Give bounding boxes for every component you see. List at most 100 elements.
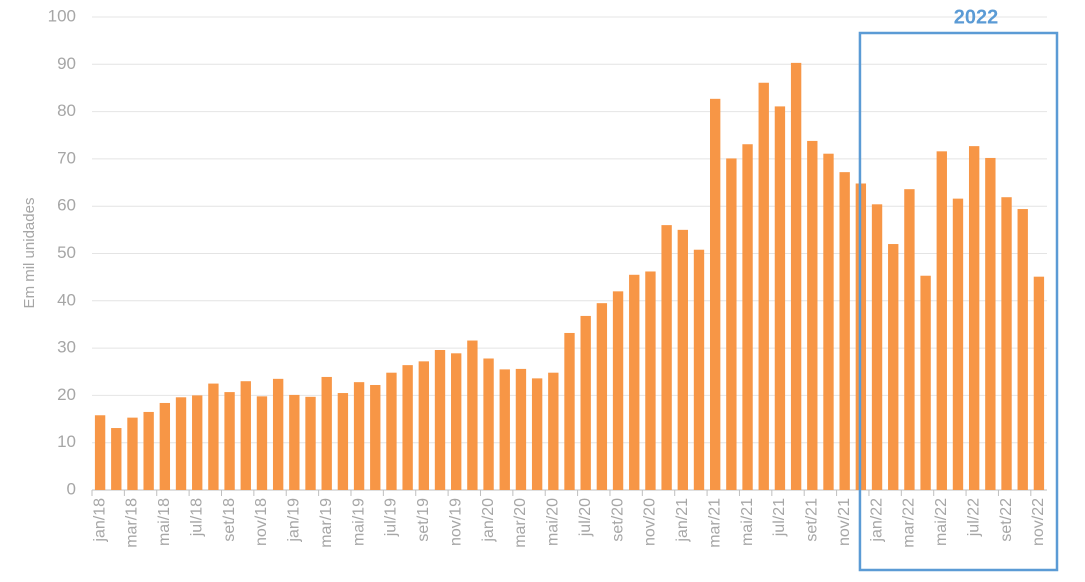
- bar: [224, 392, 235, 490]
- bar: [661, 225, 672, 490]
- x-tick-label: set/19: [415, 498, 432, 542]
- x-tick-label: nov/18: [253, 498, 270, 546]
- y-tick-label: 30: [57, 338, 76, 357]
- x-tick-label: set/18: [221, 498, 238, 542]
- x-tick-label: set/20: [609, 498, 626, 542]
- bar: [434, 349, 446, 490]
- x-tick-label: mai/20: [545, 498, 562, 546]
- bar: [968, 146, 980, 490]
- bar: [888, 244, 899, 490]
- y-tick-label: 10: [57, 432, 76, 451]
- bar: [790, 62, 802, 490]
- bar: [904, 189, 915, 490]
- bar: [159, 402, 171, 490]
- bar: [499, 369, 510, 490]
- bar: [353, 382, 365, 490]
- bar: [871, 204, 883, 491]
- bar: [418, 361, 430, 490]
- bar: [839, 172, 850, 491]
- bar: [612, 291, 624, 490]
- bar: [1017, 209, 1028, 490]
- bar: [451, 353, 462, 490]
- x-tick-label: mai/22: [933, 498, 950, 546]
- bar: [742, 144, 753, 490]
- bar: [289, 394, 300, 490]
- bar: [1033, 276, 1045, 490]
- x-tick-label: nov/22: [1030, 498, 1047, 546]
- x-tick-label: mai/18: [156, 498, 173, 546]
- y-tick-label: 70: [57, 148, 76, 167]
- y-tick-label: 100: [48, 6, 76, 25]
- bar: [321, 376, 332, 490]
- x-tick-label: mar/19: [318, 498, 335, 548]
- bar: [305, 396, 316, 490]
- bar: [467, 340, 478, 490]
- x-tick-label: mar/22: [901, 498, 918, 548]
- x-tick-label: jul/22: [965, 498, 982, 537]
- bar: [709, 98, 721, 490]
- bar: [596, 303, 608, 490]
- bar: [337, 393, 349, 490]
- highlight-box: [858, 31, 1059, 572]
- bar: [758, 82, 769, 490]
- y-tick-label: 0: [67, 479, 76, 498]
- bar: [370, 384, 381, 490]
- x-tick-label: jan/21: [674, 498, 691, 543]
- x-tick-label: nov/21: [836, 498, 853, 546]
- x-tick-label: mar/21: [706, 498, 723, 548]
- bar: [272, 378, 284, 490]
- bar: [175, 397, 187, 490]
- y-tick-label: 60: [57, 196, 76, 215]
- bar: [531, 378, 543, 490]
- bar: [386, 372, 397, 490]
- bar: [127, 417, 138, 490]
- bar: [677, 229, 688, 490]
- annotation: 2022: [954, 6, 999, 28]
- x-tick-label: jan/20: [480, 498, 497, 543]
- bar: [483, 358, 494, 490]
- bar: [256, 396, 268, 490]
- y-tick-label: 90: [57, 54, 76, 73]
- bar: [548, 372, 559, 490]
- bar: [515, 368, 527, 490]
- bar: [111, 428, 122, 490]
- x-tick-label: jan/22: [868, 498, 885, 543]
- x-tick-label: mar/18: [124, 498, 141, 548]
- bar: [936, 151, 947, 490]
- x-tick-label: jul/18: [188, 498, 205, 537]
- y-tick-label: 50: [57, 243, 76, 262]
- x-tick-label: set/22: [998, 498, 1015, 542]
- bar: [402, 365, 413, 490]
- bar: [726, 158, 737, 490]
- y-tick-label: 20: [57, 385, 76, 404]
- bar: [208, 383, 219, 490]
- bar: [774, 106, 786, 490]
- x-tick-label: jan/18: [91, 498, 108, 543]
- bar: [693, 249, 705, 490]
- y-tick-label: 40: [57, 290, 76, 309]
- bar: [952, 198, 964, 490]
- x-tick-label: mar/20: [512, 498, 529, 548]
- x-tick-label: jul/20: [577, 498, 594, 537]
- x-tick-label: nov/19: [447, 498, 464, 546]
- bar: [192, 395, 203, 490]
- bar: [1001, 197, 1012, 490]
- bar: [564, 332, 575, 490]
- bar: [823, 153, 834, 490]
- bar: [985, 157, 996, 491]
- x-tick-label: set/21: [804, 498, 821, 542]
- bar: [94, 415, 106, 490]
- x-tick-label: jan/19: [286, 498, 303, 543]
- y-axis-label: Em mil unidades: [21, 198, 38, 309]
- x-tick-label: nov/20: [642, 498, 659, 546]
- y-tick-label: 80: [57, 101, 76, 120]
- bar: [629, 274, 640, 490]
- x-tick-label: jul/21: [771, 498, 788, 537]
- bar: [645, 271, 656, 490]
- bar: [580, 315, 591, 490]
- x-tick-label: jul/19: [383, 498, 400, 537]
- bar: [807, 140, 818, 490]
- x-tick-label: mai/21: [739, 498, 756, 546]
- bar: [143, 411, 154, 490]
